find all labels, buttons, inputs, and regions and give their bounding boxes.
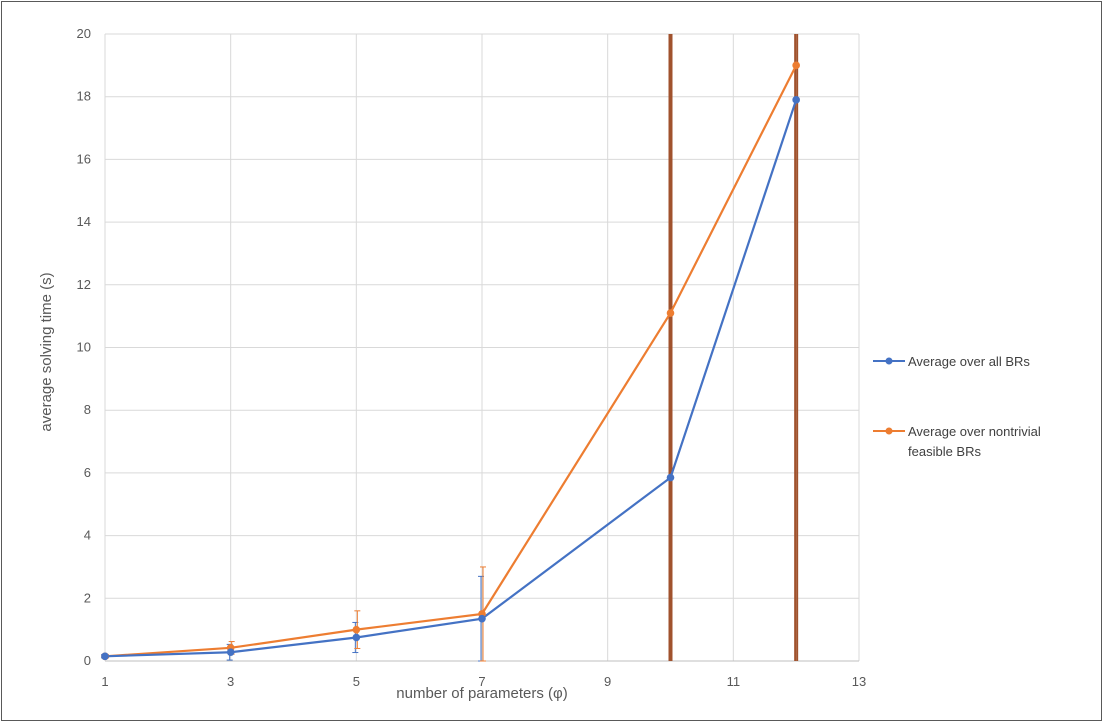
series-line (104, 99, 798, 658)
x-tick-label: 7 (478, 674, 485, 689)
data-point (792, 96, 800, 104)
y-tick-label: 12 (77, 277, 91, 292)
x-tick-label: 13 (852, 674, 866, 689)
legend-item-nontrivial-brs[interactable]: Average over nontrivial feasible BRs (873, 424, 1044, 459)
y-tick-label: 16 (77, 151, 91, 166)
data-point (478, 614, 486, 623)
legend-label: Average over nontrivial feasible BRs (908, 424, 1044, 459)
y-tick-label: 0 (84, 653, 91, 668)
data-point (226, 648, 235, 657)
x-tick-label: 11 (727, 674, 741, 689)
series-line (104, 64, 798, 658)
y-tick-label: 2 (84, 590, 91, 605)
data-point (352, 633, 361, 642)
y-tick-labels: 0 2 4 6 8 10 12 14 16 18 20 (77, 26, 91, 668)
data-point (666, 309, 675, 317)
y-tick-label: 10 (77, 340, 91, 355)
data-point (666, 473, 675, 482)
x-axis-title: number of parameters (φ) (396, 685, 567, 702)
data-point (352, 625, 361, 634)
y-tick-label: 14 (77, 214, 91, 229)
x-tick-labels: 1 3 5 7 9 11 13 (101, 674, 866, 689)
y-tick-label: 8 (84, 402, 91, 417)
legend[interactable]: Average over all BRs Average over nontri… (873, 354, 1044, 459)
series-points (101, 61, 800, 661)
x-tick-label: 3 (227, 674, 234, 689)
legend-marker-icon (885, 427, 893, 435)
data-point (101, 652, 109, 661)
y-axis-title: average solving time (s) (38, 272, 55, 431)
x-tick-label: 1 (101, 674, 108, 689)
x-tick-label: 9 (604, 674, 611, 689)
y-tick-label: 6 (84, 465, 91, 480)
series-lines (104, 64, 798, 658)
legend-item-all-brs[interactable]: Average over all BRs (873, 354, 1030, 369)
data-point (792, 61, 800, 70)
x-tick-label: 5 (353, 674, 360, 689)
y-tick-label: 4 (84, 528, 91, 543)
y-tick-label: 18 (77, 89, 91, 104)
y-tick-label: 20 (77, 26, 91, 41)
legend-marker-icon (885, 357, 893, 365)
legend-label: Average over all BRs (908, 354, 1030, 369)
